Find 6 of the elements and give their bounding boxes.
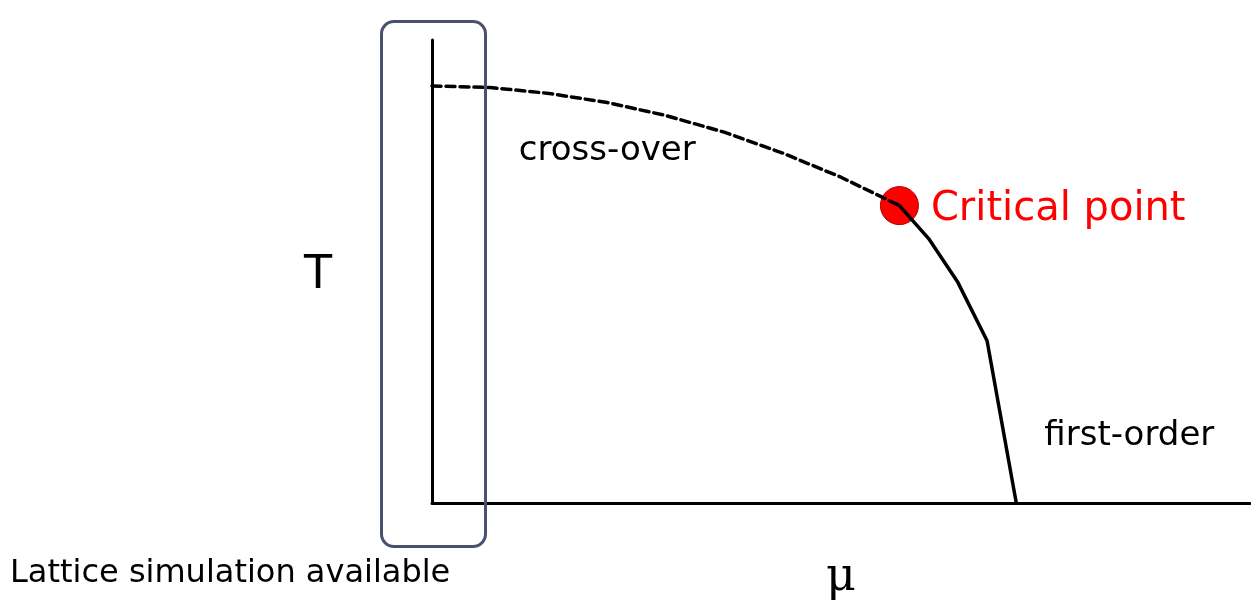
series-label: Critical point (930, 182, 1186, 229)
text: Lattice simulation available (10, 552, 451, 590)
y-axis-title: T (302, 244, 333, 299)
series-label: cross-over (518, 127, 696, 168)
x-axis-title: μ (826, 547, 856, 601)
series-label: first-order (1044, 413, 1215, 453)
